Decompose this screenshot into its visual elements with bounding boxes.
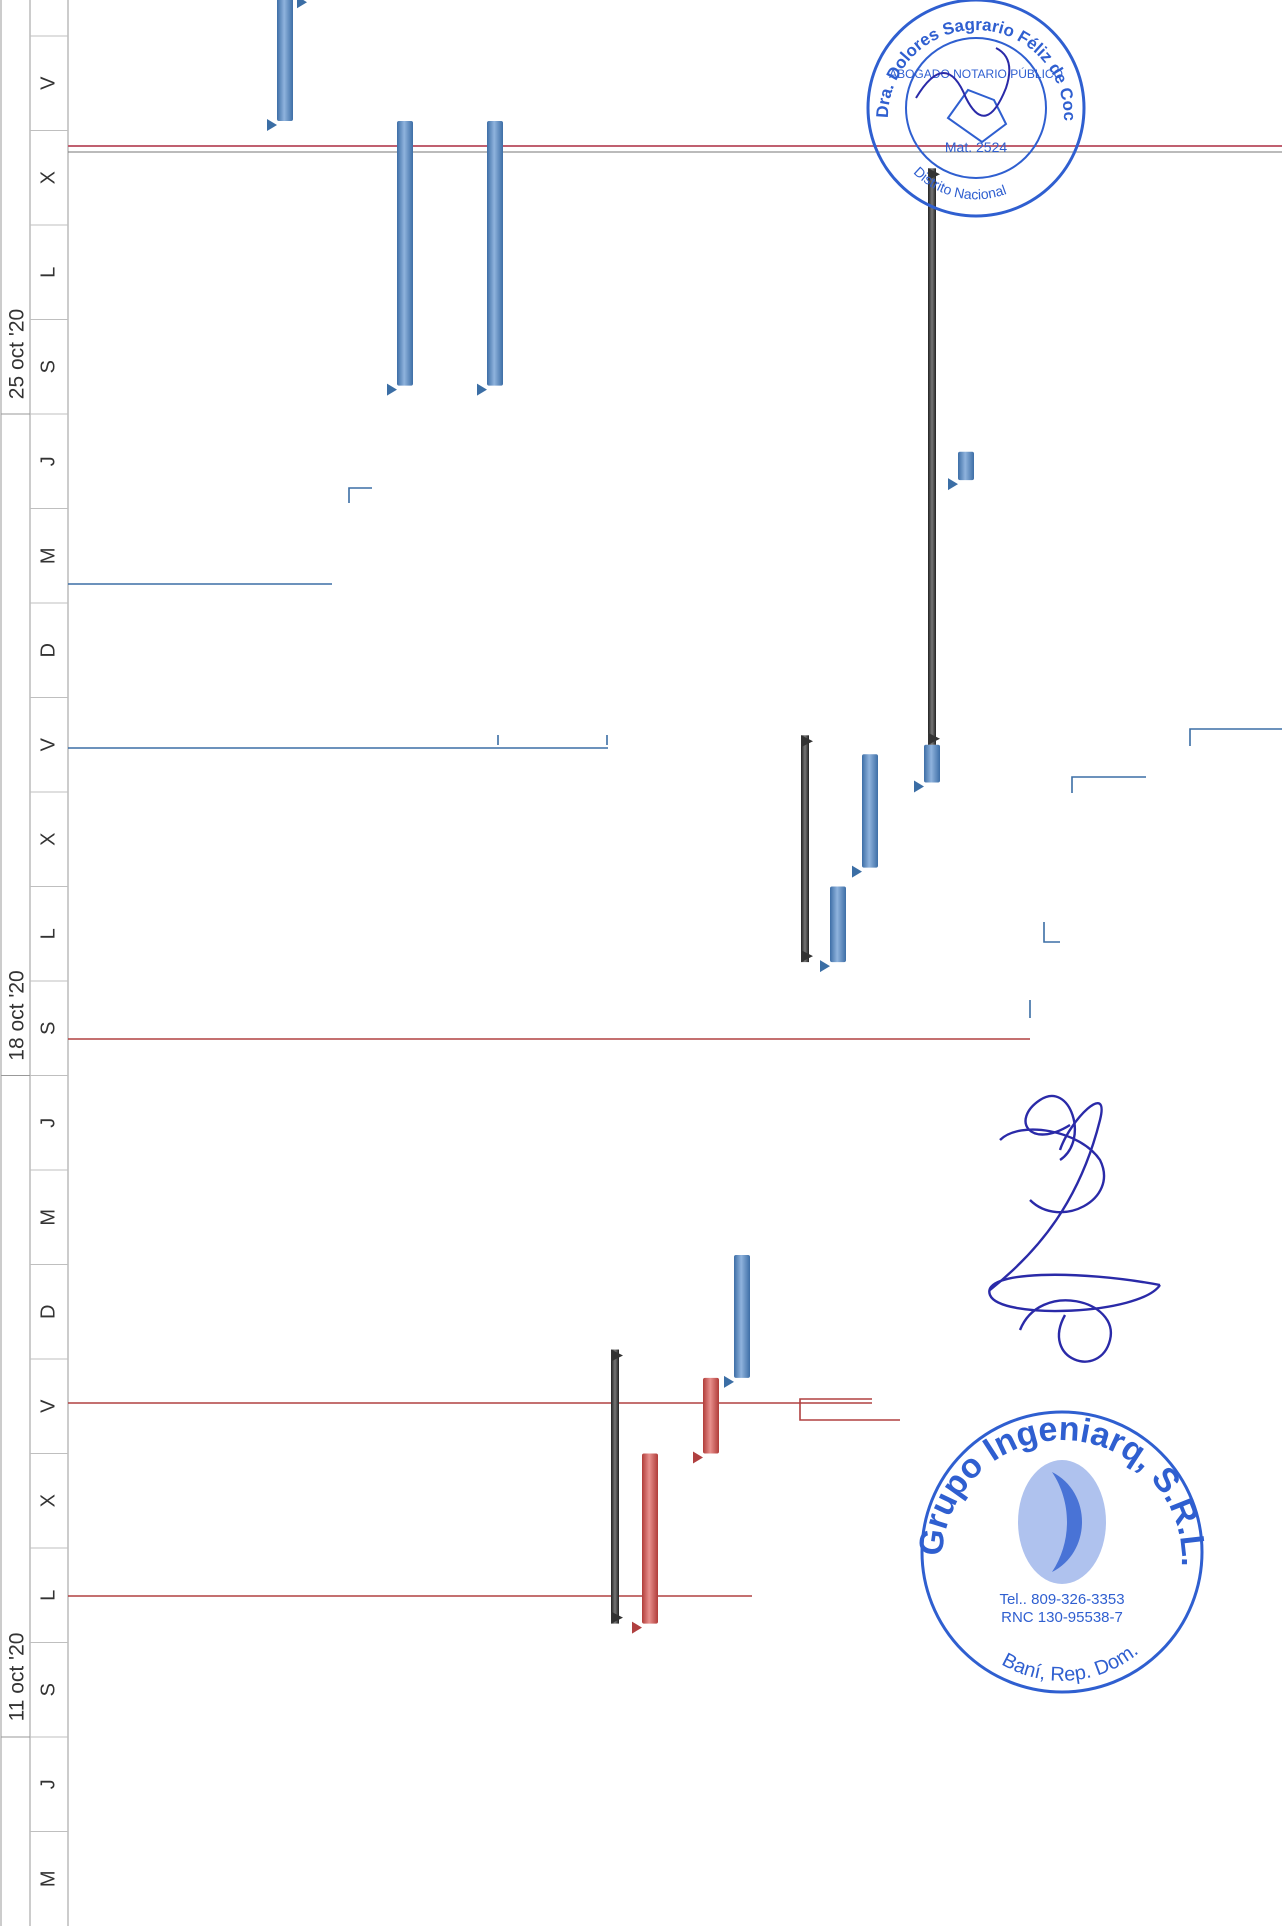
week-header-label: 11 oct '20 bbox=[6, 1633, 29, 1722]
company-phone: Tel.. 809-326-3353 bbox=[999, 1591, 1124, 1608]
day-header-label: L bbox=[37, 1590, 59, 1601]
svg-text:Distrito Nacional: Distrito Nacional bbox=[911, 163, 1008, 202]
today-marker-line bbox=[68, 145, 1282, 153]
task-bar bbox=[862, 754, 878, 868]
link-arrow bbox=[948, 478, 958, 491]
task-bar bbox=[958, 451, 974, 481]
critical-task-bar bbox=[703, 1377, 719, 1454]
link-arrow bbox=[477, 383, 487, 396]
day-header-label: X bbox=[37, 1494, 59, 1507]
link-oct16 bbox=[68, 1398, 900, 1421]
day-header-label: S bbox=[37, 360, 59, 373]
task-bar bbox=[487, 121, 503, 386]
link-arrow bbox=[387, 383, 397, 396]
dependency-links bbox=[68, 487, 1282, 1597]
link-oct24b bbox=[1029, 922, 1060, 1018]
day-header-label: D bbox=[37, 1305, 59, 1319]
day-header-label: J bbox=[37, 1779, 59, 1789]
task-bar bbox=[830, 886, 846, 963]
day-header-label: J bbox=[37, 456, 59, 466]
summary-bar bbox=[611, 1349, 619, 1624]
day-header-label: D bbox=[37, 643, 59, 657]
notary-title: ABOGADO NOTARIO PÚBLICO bbox=[889, 66, 1063, 81]
day-header-label: V bbox=[37, 76, 59, 90]
day-header-label: S bbox=[37, 1022, 59, 1035]
notary-location: Distrito Nacional bbox=[911, 163, 1008, 202]
link-arrow bbox=[820, 960, 830, 973]
summary-bar-cap bbox=[611, 1349, 623, 1362]
day-header-label: J bbox=[37, 1118, 59, 1128]
day-header-label: X bbox=[37, 833, 59, 846]
day-header-label: M bbox=[37, 1870, 59, 1887]
link-arrow bbox=[267, 119, 277, 132]
critical-task-bar bbox=[642, 1453, 658, 1624]
task-bars bbox=[267, 0, 974, 1634]
summary-bar bbox=[801, 735, 809, 963]
notary-signature-mark bbox=[915, 47, 1011, 117]
week-header-label: 18 oct '20 bbox=[6, 970, 29, 1060]
link-arrow bbox=[297, 0, 307, 9]
day-header-label: V bbox=[37, 1399, 59, 1413]
day-header-label: L bbox=[37, 928, 59, 939]
company-stamp: Grupo Ingeniarq, S.R.L. Baní, Rep. Dom. … bbox=[912, 1410, 1212, 1694]
task-bar bbox=[924, 744, 940, 783]
company-logo bbox=[1018, 1460, 1106, 1584]
summary-bar-cap bbox=[928, 168, 940, 181]
task-bar bbox=[734, 1255, 750, 1378]
task-bar bbox=[397, 121, 413, 386]
link-arrow bbox=[852, 865, 862, 878]
notary-seal-emblem bbox=[946, 88, 1008, 144]
link-oct31 bbox=[68, 735, 608, 749]
day-header-label: X bbox=[37, 171, 59, 184]
summary-bar-cap bbox=[801, 950, 813, 963]
day-header-label: V bbox=[37, 737, 59, 751]
notary-registration: Mat. 2524 bbox=[945, 139, 1007, 155]
link-arrow bbox=[693, 1451, 703, 1464]
task-bar bbox=[277, 0, 293, 122]
week-header-label: 25 oct '20 bbox=[6, 309, 29, 399]
company-rnc: RNC 130-95538-7 bbox=[1001, 1609, 1123, 1626]
timescale-header: MJSLXVDMJSLXVDMJSLXVDMJSLXV11 oct '2018 … bbox=[0, 0, 69, 1926]
summary-bar-cap bbox=[801, 735, 813, 748]
summary-bar-cap bbox=[928, 732, 940, 745]
summary-bar bbox=[928, 168, 936, 745]
day-header-label: M bbox=[37, 547, 59, 564]
link-arrow bbox=[914, 780, 924, 793]
summary-bar-cap bbox=[611, 1611, 623, 1624]
day-header-label: L bbox=[37, 267, 59, 278]
day-header-label: M bbox=[37, 1209, 59, 1226]
grid-lines bbox=[1, 35, 68, 1832]
link-nov03 bbox=[348, 487, 372, 503]
day-header-label: S bbox=[37, 1683, 59, 1696]
notary-stamp: Dra. Dolores Sagrario Féliz de Cochón Di… bbox=[866, 0, 1086, 218]
handwritten-signature bbox=[988, 1094, 1161, 1363]
link-arrow bbox=[632, 1621, 642, 1634]
link-oct28 bbox=[1071, 728, 1282, 793]
link-arrow bbox=[724, 1375, 734, 1388]
